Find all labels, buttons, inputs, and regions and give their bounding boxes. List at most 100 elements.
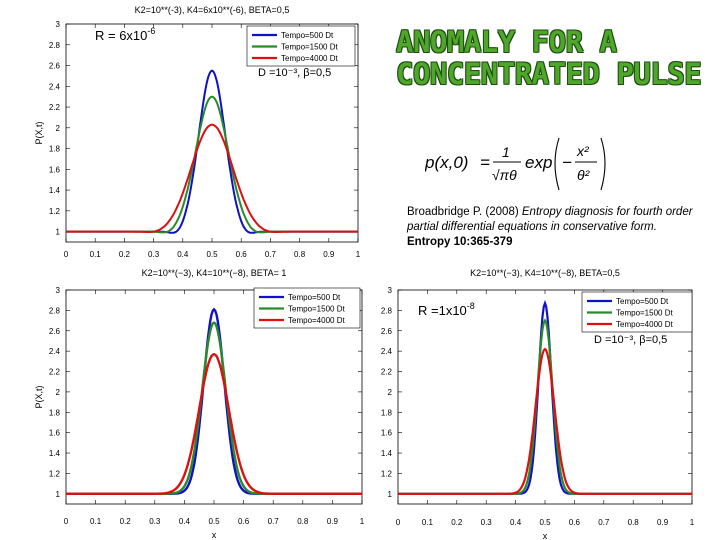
chart-3-r-exp: -8 <box>467 301 475 311</box>
y-tick-label: 2.6 <box>49 327 61 336</box>
y-tick-label: 1.2 <box>49 207 61 216</box>
x-tick-label: 0.1 <box>90 250 102 259</box>
chart-1-params: D =10⁻³, β=0,5 <box>258 67 331 79</box>
y-tick-label: 1.4 <box>381 449 393 458</box>
x-tick-label: 0.6 <box>238 517 250 526</box>
y-tick-label: 2.8 <box>49 306 61 315</box>
x-tick-label: 1 <box>690 518 695 527</box>
x-tick-label: 0.8 <box>294 250 306 259</box>
x-tick-label: 0.9 <box>323 250 335 259</box>
y-tick-label: 1.8 <box>381 408 393 417</box>
formula-coef-den: √πθ <box>492 167 517 183</box>
y-tick-label: 2.4 <box>49 82 61 91</box>
series-line-1 <box>66 69 358 234</box>
y-tick-label: 1 <box>56 490 61 499</box>
x-tick-label: 1 <box>360 517 365 526</box>
x-axis-label: x <box>543 531 548 540</box>
y-tick-label: 2.4 <box>381 347 393 356</box>
chart-bottom-left: K2=10**(−3), K4=10**(−8), BETA= 1 1 1.2 1.4… <box>34 268 365 540</box>
y-axis-label: P(X,t) <box>34 385 44 408</box>
x-tick-label: 0.6 <box>569 518 581 527</box>
y-tick-label: 2.4 <box>49 347 61 356</box>
y-tick-label: 1.4 <box>49 449 61 458</box>
y-tick-label: 2.8 <box>49 41 61 50</box>
y-tick-label: 2.6 <box>381 327 393 336</box>
citation-author: Broadbridge P. (2008) <box>407 206 519 218</box>
chart-1-r-exp: -6 <box>147 26 155 36</box>
y-tick-label: 1.8 <box>49 408 61 417</box>
y-tick-label: 2 <box>56 124 61 133</box>
x-tick-label: 0.8 <box>297 517 309 526</box>
legend-label-1: Tempo=500 Dt <box>281 31 334 40</box>
series-line-2 <box>66 321 362 495</box>
y-tick-label: 3 <box>388 286 393 295</box>
chart-1-r-base: R = 6x10 <box>95 28 147 43</box>
x-tick-label: 0.3 <box>149 517 161 526</box>
y-tick-label: 1.2 <box>381 469 393 478</box>
x-tick-label: 0 <box>64 517 69 526</box>
y-tick-label: 2 <box>388 388 393 397</box>
formula-exp-num: x² <box>576 143 590 159</box>
formula-equals: = <box>480 153 490 172</box>
series-line-3 <box>66 352 362 495</box>
series-line-3 <box>398 347 692 495</box>
x-tick-label: 0.8 <box>628 518 640 527</box>
y-tick-label: 1.2 <box>49 469 61 478</box>
y-tick-label: 1.6 <box>381 429 393 438</box>
x-tick-label: 1 <box>356 250 361 259</box>
formula-paren-right <box>600 137 606 191</box>
y-tick-label: 1.6 <box>49 165 61 174</box>
x-tick-label: 0.5 <box>208 517 220 526</box>
formula-lhs: p(x,0) <box>425 153 468 172</box>
legend-label-3: Tempo=4000 Dt <box>616 320 673 329</box>
y-tick-label: 2.8 <box>381 306 393 315</box>
x-tick-label: 0.3 <box>481 518 493 527</box>
y-tick-label: 2.2 <box>381 368 393 377</box>
chart-3-params: D =10⁻³, β=0,5 <box>594 334 667 346</box>
y-tick-label: 3 <box>56 286 61 295</box>
x-tick-label: 0.2 <box>119 250 131 259</box>
legend-label-2: Tempo=1500 Dt <box>616 309 673 318</box>
x-tick-label: 0.7 <box>268 517 280 526</box>
x-tick-label: 0.3 <box>148 250 160 259</box>
citation-journal: Entropy 10:365-379 <box>407 236 513 248</box>
x-tick-label: 0.7 <box>598 518 610 527</box>
x-axis-label: x <box>212 530 217 540</box>
legend-label-3: Tempo=4000 Dt <box>281 54 338 63</box>
chart-3-r-base: R =1x10 <box>418 303 467 318</box>
chart-1-r-value: R = 6x10-6 <box>95 26 155 43</box>
x-tick-label: 0.5 <box>539 518 551 527</box>
x-tick-label: 0.5 <box>206 250 218 259</box>
gaussian-formula: p(x,0) = 1 √πθ exp − x² θ² <box>424 132 625 199</box>
legend-label-2: Tempo=1500 Dt <box>288 305 345 314</box>
chart-title: K2=10**(−3), K4=10**(−8), BETA= 1 <box>142 268 287 278</box>
chart-title: K2=10**(-3), K4=6x10**(-6), BETA=0,5 <box>135 5 290 15</box>
x-tick-label: 0.4 <box>179 517 191 526</box>
series-line-3 <box>66 123 358 233</box>
y-tick-label: 1 <box>388 490 393 499</box>
x-tick-label: 0.1 <box>90 517 102 526</box>
slide-title: ANOMALY FOR A CONCENTRATED PULSE <box>396 25 702 91</box>
x-tick-label: 0 <box>396 518 401 527</box>
y-tick-label: 2.2 <box>49 103 61 112</box>
formula-exp-den: θ² <box>577 167 591 183</box>
y-tick-label: 2.2 <box>49 368 61 377</box>
formula-paren-left <box>554 137 560 191</box>
y-tick-label: 3 <box>56 20 61 29</box>
x-tick-label: 0.9 <box>657 518 669 527</box>
chart-title: K2=10**(−3), K4=10**(−8), BETA=0,5 <box>470 268 620 278</box>
y-tick-label: 2 <box>56 388 61 397</box>
formula-svg: p(x,0) = 1 √πθ exp − x² θ² <box>424 137 606 191</box>
series-line-2 <box>398 318 692 495</box>
x-tick-label: 0.9 <box>327 517 339 526</box>
y-tick-label: 1.6 <box>49 429 61 438</box>
y-axis-label: P(X,t) <box>34 121 44 144</box>
legend-label-2: Tempo=1500 Dt <box>281 43 338 52</box>
legend-label-1: Tempo=500 Dt <box>616 297 669 306</box>
citation-title: Entropy diagnosis for fourth order parti… <box>407 206 693 233</box>
x-tick-label: 0.4 <box>177 250 189 259</box>
y-tick-label: 1 <box>56 228 61 237</box>
formula-coef-num: 1 <box>502 144 510 160</box>
legend-label-1: Tempo=500 Dt <box>288 293 341 302</box>
formula-exp-sign: − <box>562 153 572 172</box>
